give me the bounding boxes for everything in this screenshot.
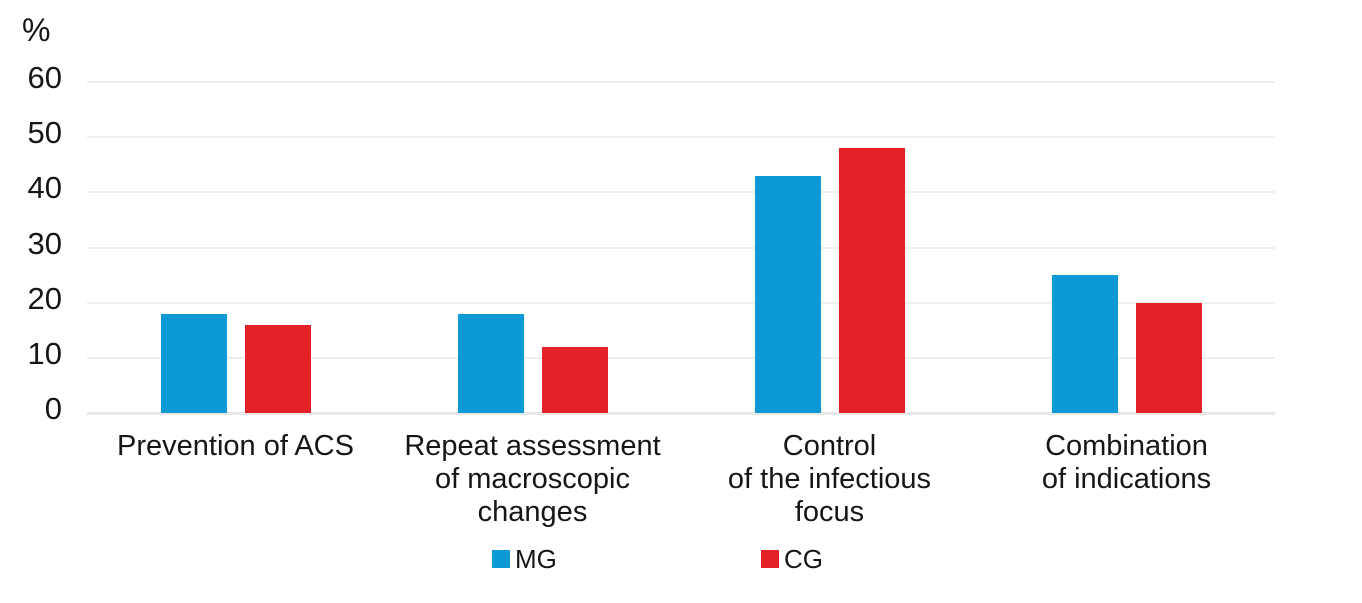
y-tick-label: 20 — [27, 280, 62, 316]
y-tick-label: 40 — [27, 170, 62, 206]
legend-item-cg: CG — [761, 546, 823, 572]
bar-cg-0 — [244, 324, 311, 413]
legend-label: CG — [784, 544, 823, 574]
bar-cg-3 — [1135, 302, 1202, 413]
legend-item-mg: MG — [492, 546, 557, 572]
gridline — [87, 246, 1275, 249]
bar-cg-2 — [838, 148, 905, 413]
gridline — [87, 356, 1275, 359]
category-label: Combination of indications — [1041, 430, 1212, 495]
y-tick-label: 30 — [27, 225, 62, 261]
y-tick-label: 60 — [27, 60, 62, 95]
category-label: Control of the infectious focus — [727, 430, 932, 528]
bar-mg-1 — [457, 313, 524, 413]
x-axis-baseline — [87, 412, 1275, 415]
bar-mg-3 — [1051, 275, 1118, 413]
bar-cg-1 — [541, 346, 608, 413]
gridline — [87, 191, 1275, 194]
y-axis-unit-label: % — [22, 12, 51, 48]
gridline — [87, 81, 1275, 83]
legend-label: MG — [515, 544, 557, 574]
y-tick-label: 10 — [27, 335, 62, 371]
bar-mg-2 — [754, 175, 821, 413]
legend-swatch-cg — [761, 550, 779, 568]
legend-swatch-mg — [492, 550, 510, 568]
category-label: Repeat assessment of macroscopic changes — [404, 430, 661, 528]
y-tick-label: 0 — [44, 391, 62, 426]
category-label: Prevention of ACS — [117, 430, 354, 462]
y-tick-label: 50 — [27, 115, 62, 151]
gridline — [87, 301, 1275, 304]
gridline — [87, 136, 1275, 139]
bar-mg-0 — [160, 313, 227, 413]
